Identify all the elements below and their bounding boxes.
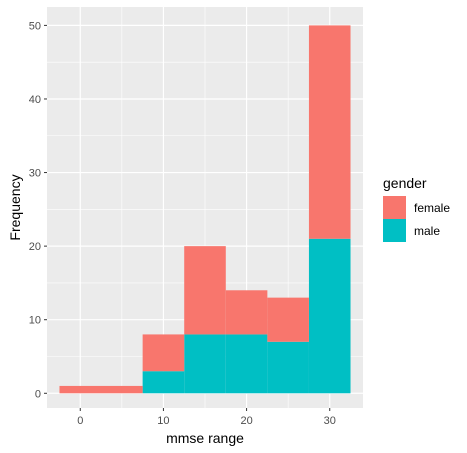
bar-male-bin-3 — [225, 334, 268, 394]
bar-male-bin-4 — [267, 341, 309, 394]
legend-key-female — [383, 196, 406, 219]
legend-key-male — [383, 219, 406, 242]
bars-group — [59, 25, 351, 394]
bar-female-bin-3 — [225, 290, 268, 335]
bar-female-bin-5 — [308, 25, 351, 239]
y-tick-label: 50 — [29, 20, 41, 32]
y-axis-title: Frequency — [7, 174, 23, 240]
bar-male-bin-5 — [308, 238, 351, 394]
bar-male-bin-2 — [184, 334, 226, 394]
x-tick-label: 0 — [77, 415, 83, 427]
bar-female-bin-1 — [142, 334, 185, 372]
x-tick-label: 10 — [157, 415, 169, 427]
x-tick-label: 30 — [324, 415, 336, 427]
bar-female-bin-2 — [184, 246, 226, 335]
bar-male-bin-1 — [142, 371, 185, 394]
x-axis-ticks: 0 10 20 30 — [77, 408, 336, 427]
legend-label-male: male — [414, 224, 440, 238]
y-tick-label: 0 — [35, 388, 41, 400]
y-tick-label: 20 — [29, 241, 41, 253]
bar-female-bin-4 — [267, 297, 309, 342]
x-axis-title: mmse range — [166, 430, 244, 446]
y-tick-label: 10 — [29, 315, 41, 327]
legend-title: gender — [383, 175, 427, 191]
y-axis-ticks: 0 10 20 30 40 50 — [29, 20, 47, 400]
legend: gender female male — [383, 175, 450, 242]
bar-female-bin-0 — [59, 385, 143, 394]
legend-label-female: female — [414, 201, 450, 215]
x-tick-label: 20 — [240, 415, 252, 427]
y-tick-label: 30 — [29, 168, 41, 180]
y-tick-label: 40 — [29, 94, 41, 106]
